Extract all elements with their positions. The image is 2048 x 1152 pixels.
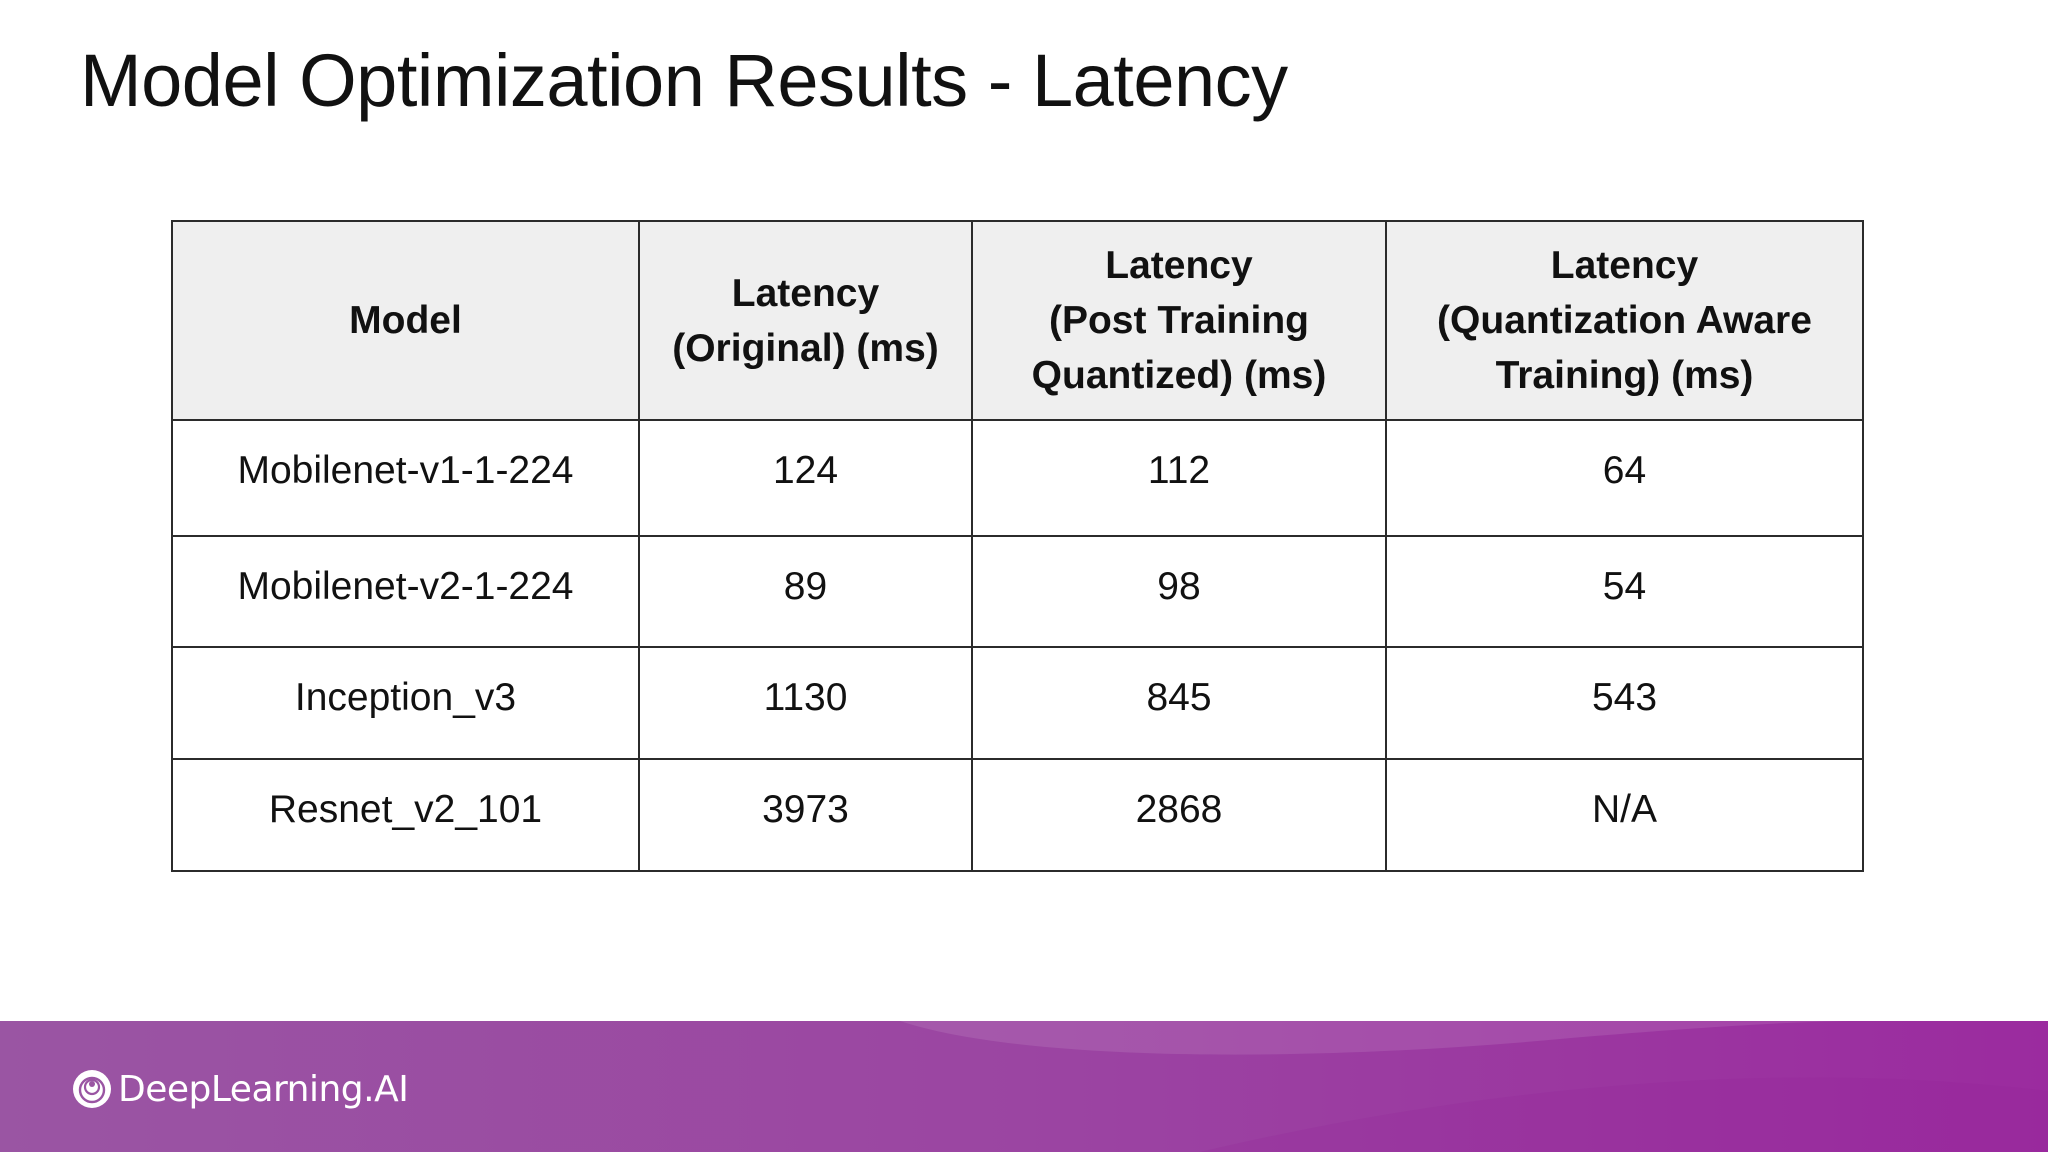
slide-title: Model Optimization Results - Latency: [80, 39, 1288, 122]
header-line: Latency: [731, 271, 880, 315]
cell-text: Mobilenet-v1-1-224: [237, 449, 574, 492]
cell-latency-ptq: 845: [971, 646, 1387, 760]
cell-text: Resnet_v2_101: [268, 788, 543, 831]
cell-latency-original: 1130: [638, 646, 973, 760]
cell-latency-qat: 54: [1385, 535, 1864, 648]
header-line: (Original) (ms): [672, 326, 939, 370]
cell-latency-ptq: 2868: [971, 758, 1387, 872]
header-latency-post-training-quantized: Latency (Post Training Quantized) (ms): [971, 220, 1387, 421]
cell-latency-qat: 543: [1385, 646, 1864, 760]
footer-banner: [0, 1021, 2048, 1152]
cell-model: Mobilenet-v2-1-224: [171, 535, 640, 648]
header-line: Quantized) (ms): [1031, 354, 1327, 397]
cell-text: 98: [1157, 565, 1201, 608]
cell-text: 845: [1146, 676, 1212, 719]
cell-latency-original: 3973: [638, 758, 973, 872]
header-line: (Post Training: [1048, 299, 1309, 342]
cell-text: N/A: [1591, 788, 1657, 831]
cell-text: 112: [1147, 449, 1211, 492]
header-line: Model: [349, 299, 462, 342]
cell-latency-qat: N/A: [1385, 758, 1864, 872]
cell-text: 543: [1591, 676, 1658, 719]
header-model: Model: [171, 220, 640, 421]
cell-latency-original: 124: [638, 419, 973, 537]
table-row: Inception_v3 1130 845 543: [171, 646, 1864, 760]
brand-name: DeepLearning.AI: [118, 1068, 409, 1110]
cell-latency-ptq: 112: [971, 419, 1387, 537]
cell-text: 2868: [1135, 788, 1223, 831]
latency-results-table: Model Latency (Original) (ms) Latency (P…: [171, 220, 1864, 872]
table-row: Resnet_v2_101 3973 2868 N/A: [171, 758, 1864, 872]
cell-model: Inception_v3: [171, 646, 640, 760]
cell-text: 54: [1602, 565, 1647, 608]
cell-latency-ptq: 98: [971, 535, 1387, 648]
header-line: Latency: [1550, 244, 1699, 287]
header-line: Training) (ms): [1495, 354, 1754, 397]
header-latency-original: Latency (Original) (ms): [638, 220, 973, 421]
cell-text: 3973: [762, 788, 849, 831]
cell-model: Mobilenet-v1-1-224: [171, 419, 640, 537]
header-line: Latency: [1105, 244, 1253, 287]
table-row: Mobilenet-v2-1-224 89 98 54: [171, 535, 1864, 648]
cell-text: 64: [1602, 449, 1647, 492]
cell-text: 124: [772, 449, 839, 492]
cell-text: Mobilenet-v2-1-224: [237, 565, 574, 608]
header-latency-quantization-aware-training: Latency (Quantization Aware Training) (m…: [1385, 220, 1864, 421]
header-line: (Quantization Aware: [1437, 299, 1812, 342]
cell-model: Resnet_v2_101: [171, 758, 640, 872]
cell-text: Inception_v3: [294, 676, 517, 719]
cell-latency-original: 89: [638, 535, 973, 648]
footer-gradient-background: [0, 1021, 2048, 1152]
cell-latency-qat: 64: [1385, 419, 1864, 537]
cell-text: 89: [783, 565, 828, 608]
deeplearning-ai-logo-icon: [73, 1070, 111, 1108]
cell-text: 1130: [763, 676, 848, 719]
deeplearning-ai-logo: DeepLearning.AI: [72, 1068, 409, 1110]
table-row: Mobilenet-v1-1-224 124 112 64: [171, 419, 1864, 537]
table-header-row: Model Latency (Original) (ms) Latency (P…: [171, 220, 1864, 421]
